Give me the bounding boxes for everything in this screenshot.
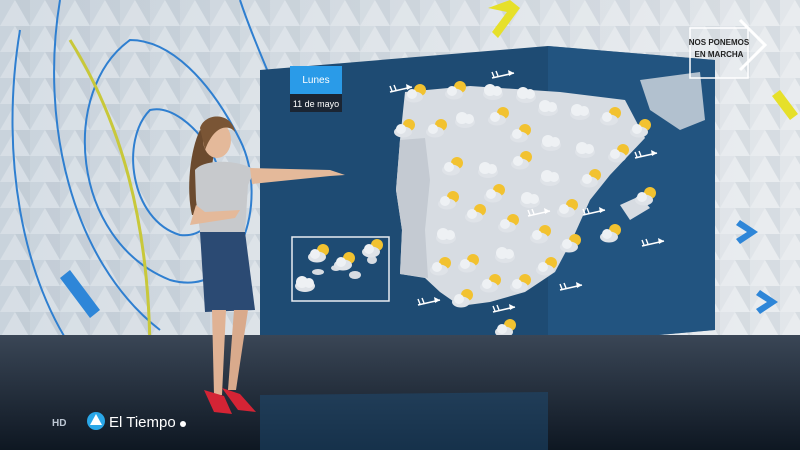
badge-chevron bbox=[738, 18, 768, 72]
portugal-land bbox=[396, 138, 430, 278]
france-land bbox=[640, 72, 705, 130]
channel-logo-mark bbox=[90, 414, 102, 425]
badge-frame bbox=[689, 27, 749, 79]
panel-reflection bbox=[260, 392, 548, 450]
date-box bbox=[290, 94, 342, 112]
hd-mark: HD bbox=[52, 418, 66, 429]
presenter bbox=[189, 116, 345, 414]
badge-line: NOS PONEMOS bbox=[689, 38, 750, 47]
spain-land bbox=[396, 86, 645, 306]
corner-chevron bbox=[488, 0, 520, 38]
front-line bbox=[68, 39, 152, 361]
date-text: 11 de mayo bbox=[293, 99, 339, 109]
program-dot bbox=[180, 421, 186, 427]
canary-inset bbox=[291, 236, 390, 302]
corner-chevron bbox=[772, 90, 798, 120]
program-name: El Tiempo bbox=[109, 414, 176, 431]
date-day: Lunes bbox=[302, 75, 329, 86]
date-day-box bbox=[290, 66, 342, 94]
badge-line: EN MARCHA bbox=[695, 50, 744, 59]
